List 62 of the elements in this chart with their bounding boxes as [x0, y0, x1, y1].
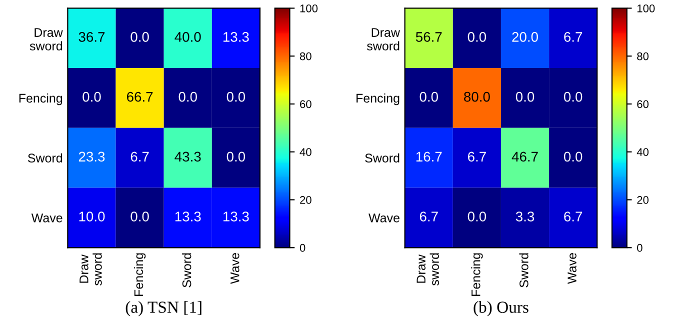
data-label: 80.0 [464, 92, 490, 102]
y-tick-label: Fencing [356, 93, 400, 106]
color-bar-label: 60 [637, 100, 649, 108]
color-bar-label: 80 [637, 52, 649, 60]
x-tick-label: Draw sword [416, 253, 439, 286]
data-label: 0.0 [130, 32, 149, 42]
x-axis-title: (b) Ours [474, 301, 528, 316]
data-label: 0.0 [516, 92, 534, 102]
x-tick-label: Wave [568, 253, 576, 284]
data-label: 13.3 [223, 32, 249, 42]
y-tick-label: Fencing [19, 93, 62, 106]
color-bar-label: 60 [300, 100, 312, 108]
data-label: 0.0 [564, 152, 582, 162]
color-bar-label: 40 [300, 148, 312, 156]
data-label: 20.0 [512, 32, 538, 42]
data-label: 0.0 [564, 92, 582, 102]
data-label: 43.3 [174, 152, 201, 162]
data-label: 46.7 [512, 152, 538, 162]
data-label: 6.7 [420, 212, 438, 222]
color-bar-label: 20 [637, 196, 649, 204]
y-tick-label: Sword [28, 153, 62, 162]
color-bar-label: 0 [300, 244, 306, 252]
x-tick-label: Draw sword [80, 253, 102, 286]
x-tick-label: Sword [182, 253, 192, 288]
color-bar-label: 40 [636, 148, 649, 156]
y-tick-label: Sword [365, 153, 400, 162]
data-label: 3.3 [516, 212, 534, 222]
data-label: 0.0 [130, 212, 149, 222]
x-tick-label: Wave [230, 253, 240, 284]
data-label: 10.0 [79, 212, 105, 222]
y-tick-label: Wave [368, 214, 400, 222]
data-label: 6.7 [468, 152, 486, 162]
data-label: 23.3 [78, 152, 105, 162]
data-label: 0.0 [178, 92, 197, 102]
data-label: 0.0 [226, 152, 246, 162]
data-label: 40.0 [174, 32, 201, 42]
data-label: 0.0 [420, 92, 438, 102]
data-label: 13.3 [223, 212, 249, 222]
x-axis-title: (a) TSN [1] [126, 301, 202, 316]
x-tick-label: Fencing [471, 253, 483, 296]
y-tick-label: Wave [31, 214, 62, 222]
data-label: 0.0 [468, 212, 486, 222]
x-tick-label: Fencing [134, 253, 146, 296]
color-bar-label: 0 [637, 244, 642, 252]
data-label: 13.3 [175, 212, 201, 222]
y-tick-label: Draw sword [30, 28, 63, 50]
data-label: 66.7 [126, 92, 153, 102]
data-label: 6.7 [130, 152, 149, 162]
data-label: 36.7 [78, 32, 105, 42]
color-bar-label: 20 [300, 196, 312, 204]
data-label: 16.7 [416, 152, 442, 162]
data-label: 56.7 [416, 32, 442, 42]
y-tick-label: Draw sword [366, 28, 400, 50]
data-label: 6.7 [564, 212, 582, 222]
data-label: 0.0 [468, 32, 486, 42]
color-bar-label: 100 [637, 4, 655, 12]
data-label: 6.7 [564, 32, 582, 42]
x-tick-label: Sword [519, 253, 528, 288]
color-bar-label: 100 [300, 4, 318, 12]
color-bar-label: 80 [300, 52, 312, 60]
data-label: 0.0 [82, 92, 101, 102]
data-label: 0.0 [226, 92, 246, 102]
